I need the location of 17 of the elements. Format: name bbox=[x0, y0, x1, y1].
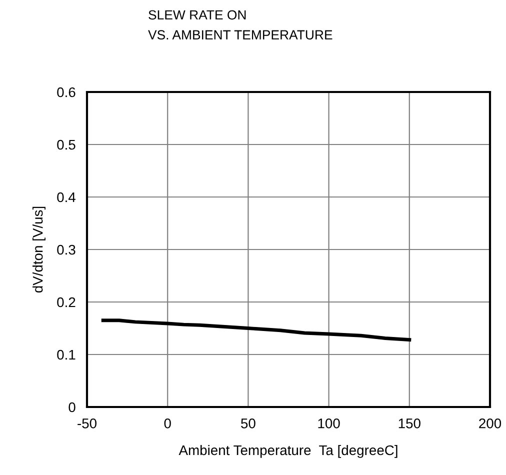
x-tick-label: 50 bbox=[241, 418, 256, 428]
y-tick-label: 0.2 bbox=[57, 297, 76, 308]
y-tick-label: 0.4 bbox=[57, 192, 76, 202]
y-tick-label: 0.3 bbox=[57, 244, 76, 255]
x-tick-label: -50 bbox=[78, 418, 96, 428]
line-series bbox=[101, 318, 412, 342]
x-axis-title: Ambient Temperature Ta [degreeC] bbox=[178, 444, 398, 458]
x-tick-label: 200 bbox=[479, 418, 502, 428]
y-tick-label: 0.1 bbox=[57, 350, 76, 360]
y-tick-label: 0.5 bbox=[57, 140, 76, 150]
x-tick-label: 100 bbox=[318, 418, 340, 428]
y-tick-label: 0.6 bbox=[57, 87, 76, 98]
x-tick-label: 150 bbox=[398, 418, 420, 428]
y-tick-label: 0 bbox=[68, 402, 76, 412]
y-axis-title: dV/dton [V/us] bbox=[32, 206, 46, 293]
x-tick-label: 0 bbox=[164, 418, 171, 428]
chart-title: SLEW RATE ON VS. AMBIENT TEMPERATURE bbox=[148, 10, 332, 40]
